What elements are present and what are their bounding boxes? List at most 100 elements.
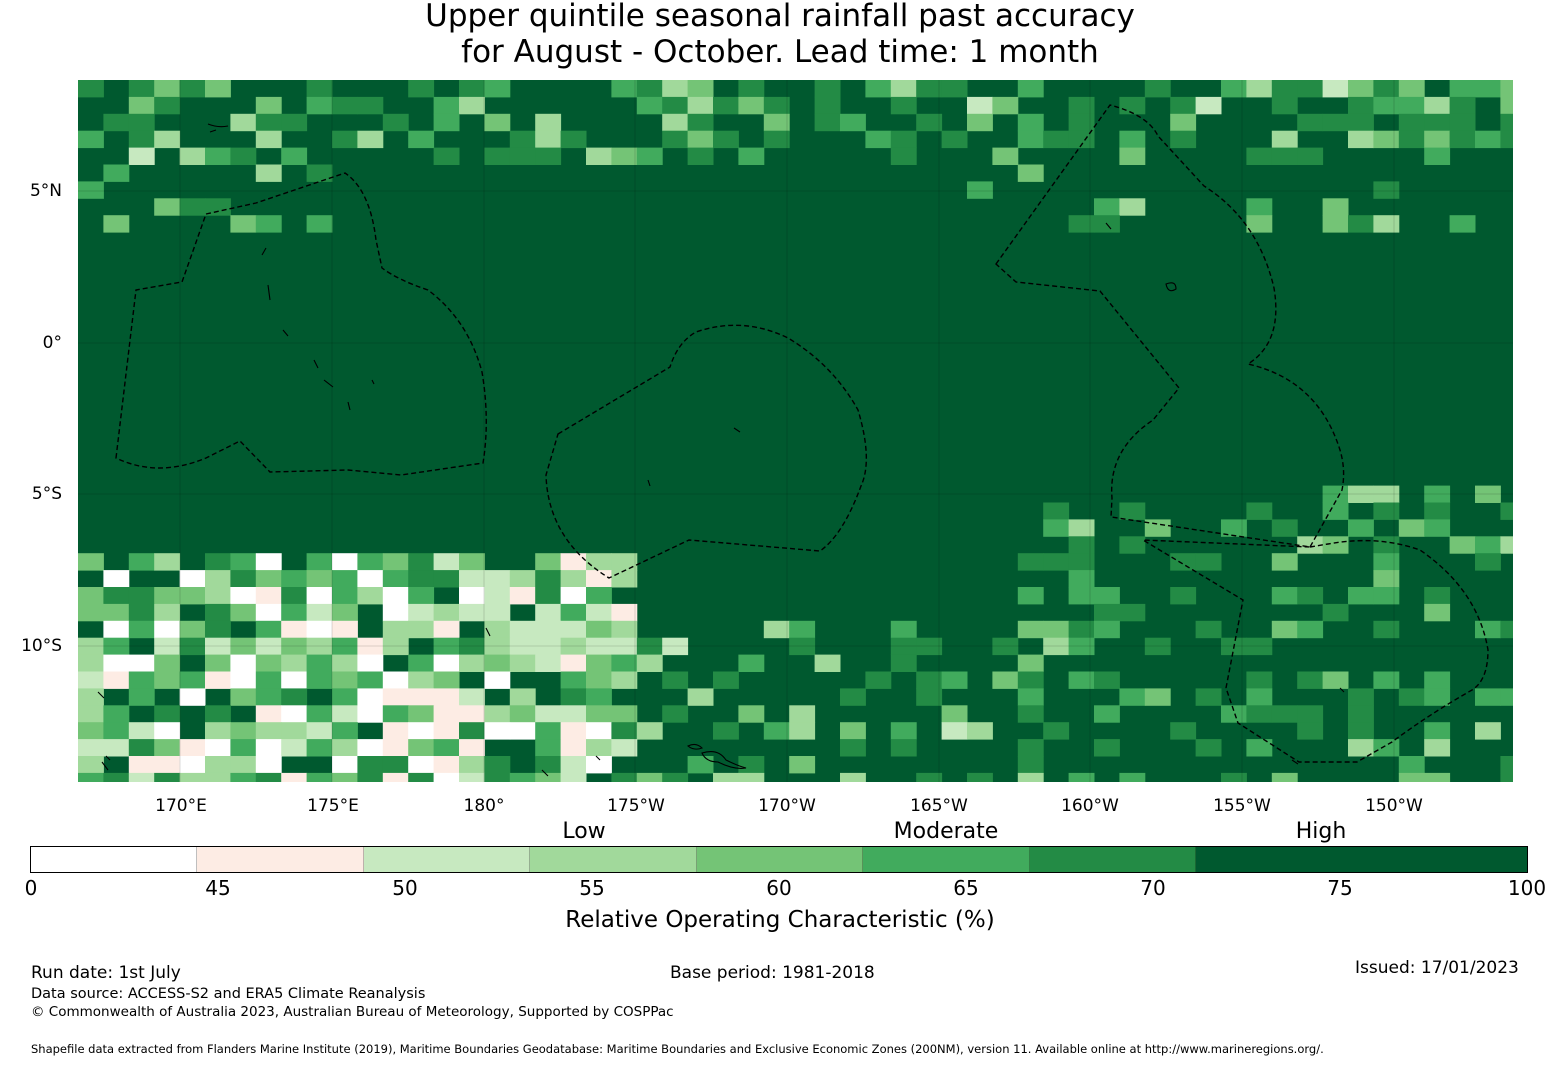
grid-cell (433, 603, 460, 622)
grid-cell (1246, 80, 1273, 98)
grid-cell (890, 722, 917, 740)
grid-cell (357, 772, 384, 782)
grid-cell (205, 553, 231, 571)
longitude-label-180: 180° (463, 796, 505, 816)
grid-cell (1398, 96, 1425, 115)
longitude-label-160w: 160°W (1061, 796, 1119, 816)
grid-cell (1043, 620, 1070, 639)
grid-cell (484, 570, 511, 588)
grid-cell (357, 756, 384, 774)
grid-cell (586, 620, 612, 639)
grid-cell (1322, 536, 1349, 554)
grid-cell (865, 130, 892, 149)
grid-cell (78, 603, 104, 622)
grid-cell (484, 671, 511, 689)
latitude-label-5s: 5°S (31, 484, 62, 504)
grid-cell (662, 130, 689, 149)
grid-cell (306, 570, 333, 588)
grid-cell (1449, 536, 1476, 554)
grid-cell (713, 772, 739, 782)
grid-cell (128, 147, 155, 165)
eez-boundary-kiribati-gilbert (115, 172, 487, 476)
grid-cell (154, 603, 181, 622)
grid-cell (154, 739, 181, 757)
grid-cell (1449, 113, 1476, 132)
grid-cell (179, 688, 206, 706)
grid-cell (1424, 722, 1451, 740)
grid-cell (1017, 688, 1044, 706)
grid-cell (560, 756, 587, 774)
grid-cell (1195, 553, 1222, 571)
grid-cell (484, 80, 511, 98)
grid-cell (1119, 688, 1146, 706)
grid-cell (611, 772, 638, 782)
grid-cell (1068, 536, 1095, 554)
grid-cell (1398, 756, 1425, 774)
grid-cell (890, 147, 917, 165)
grid-cell (408, 553, 435, 571)
legend-tick-0: 0 (24, 876, 38, 900)
grid-cell (1068, 570, 1095, 588)
grid-cell (78, 637, 104, 656)
island-upolu (687, 743, 703, 750)
grid-cell (890, 80, 917, 98)
grid-cell (255, 705, 282, 723)
grid-cell (1271, 130, 1298, 149)
grid-cell (484, 587, 511, 605)
grid-cell (636, 772, 663, 782)
grid-cell (408, 570, 435, 588)
grid-cell (154, 553, 181, 571)
grid-cell (357, 671, 384, 689)
grid-cell (433, 671, 460, 689)
grid-cell (560, 637, 587, 656)
legend-tick-70: 70 (1140, 876, 1166, 900)
grid-cell (281, 603, 308, 622)
grid-cell (1017, 164, 1044, 182)
grid-cell (1373, 536, 1400, 554)
legend-axis-label: Relative Operating Characteristic (%) (565, 907, 995, 933)
grid-cell (255, 756, 282, 774)
grid-cell (1373, 181, 1400, 199)
grid-cell (738, 80, 765, 98)
grid-cell (586, 553, 612, 571)
grid-cell (560, 603, 587, 622)
grid-cell (535, 620, 562, 639)
grid-cell (179, 198, 206, 216)
grid-cell (763, 113, 790, 132)
grid-cell (662, 671, 689, 689)
grid-cell (281, 587, 308, 605)
grid-cell (1348, 130, 1374, 149)
grid-cell (1500, 756, 1513, 774)
grid-cell (128, 620, 155, 639)
grid-cell (255, 722, 282, 740)
grid-cell (103, 620, 130, 639)
grid-cell (1068, 637, 1095, 656)
grid-cell (1424, 772, 1451, 782)
grid-cell (128, 113, 155, 132)
grid-cell (205, 654, 231, 672)
grid-cell (1348, 485, 1374, 503)
grid-cell (738, 654, 765, 672)
grid-cell (1348, 80, 1374, 98)
grid-cell (1449, 96, 1476, 115)
grid-cell (1221, 772, 1247, 782)
grid-cell (408, 772, 435, 782)
grid-cell (1475, 80, 1501, 98)
grid-cell (1449, 80, 1476, 98)
grid-cell (103, 164, 130, 182)
grid-cell (535, 570, 562, 588)
grid-cell (382, 722, 409, 740)
grid-cell (306, 587, 333, 605)
grid-cell (535, 705, 562, 723)
grid-cell (255, 587, 282, 605)
grid-cell (281, 671, 308, 689)
grid-cell (332, 130, 358, 149)
grid-cell (1297, 705, 1324, 723)
grid-cell (1424, 603, 1451, 622)
grid-cell (306, 96, 333, 115)
grid-cell (1068, 772, 1095, 782)
grid-cell (865, 671, 892, 689)
grid-cell (1170, 553, 1197, 571)
grid-cell (306, 603, 333, 622)
grid-cell (332, 587, 358, 605)
